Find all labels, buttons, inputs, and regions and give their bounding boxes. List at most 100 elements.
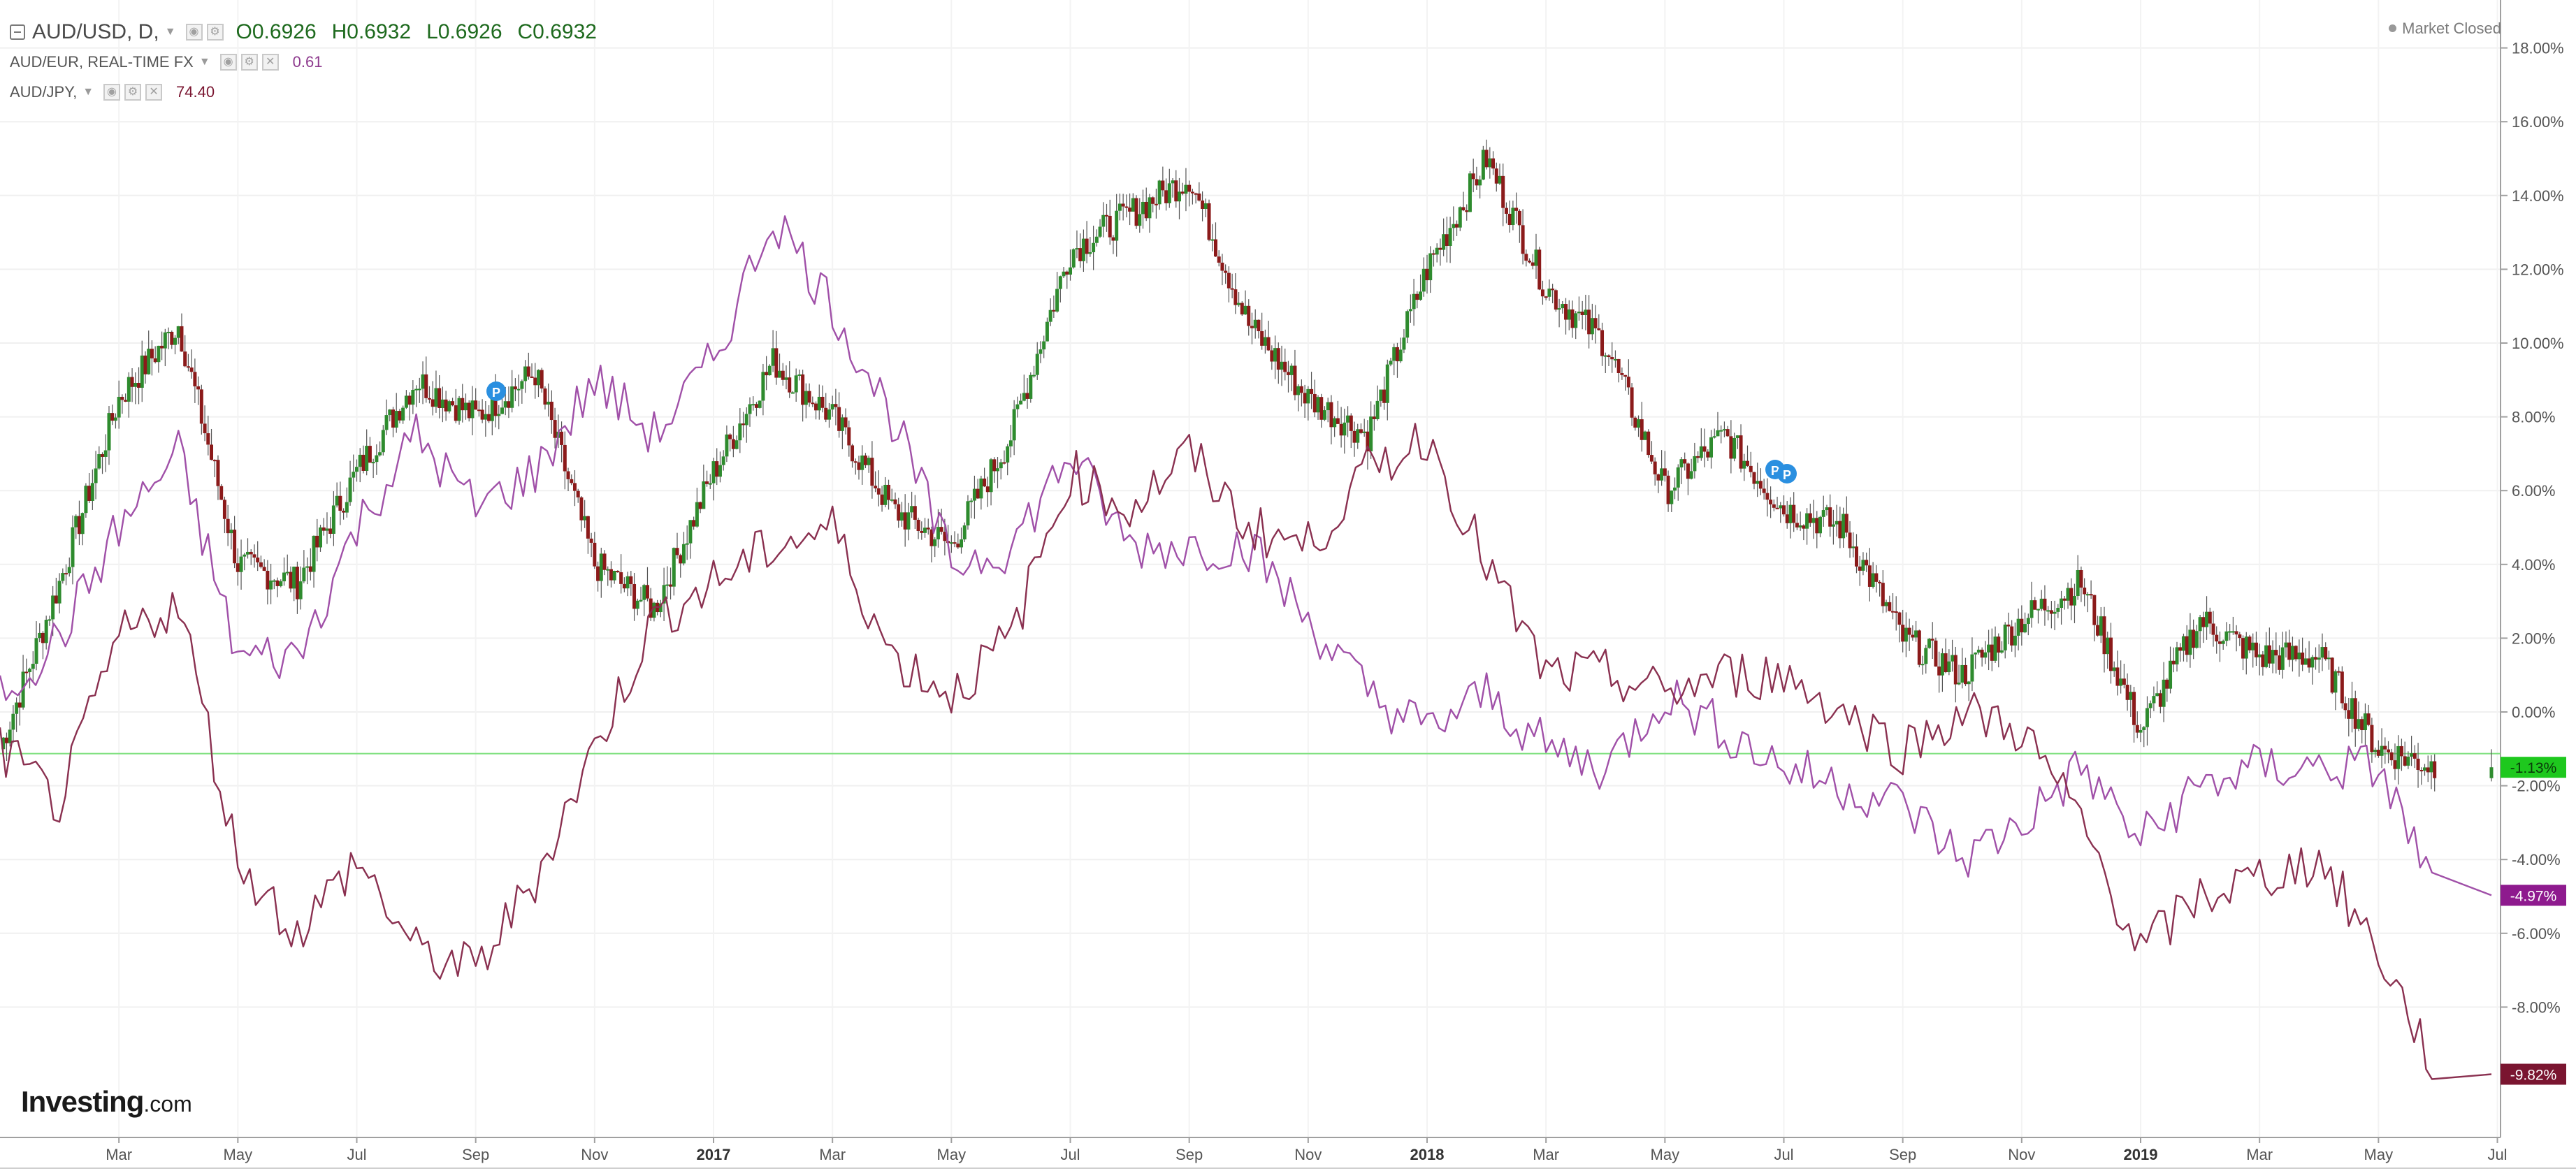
candle-body	[966, 501, 970, 526]
candle-body	[1656, 474, 1660, 481]
candle-body	[1960, 664, 1964, 683]
eye-icon[interactable]: ◉	[103, 83, 121, 101]
candle-body	[1286, 372, 1290, 375]
candle-body	[1299, 386, 1303, 393]
candle-body	[1924, 648, 1928, 664]
candle-body	[249, 551, 253, 555]
candle-body	[728, 434, 732, 439]
candle-body	[1224, 270, 1228, 273]
candle-body	[2416, 758, 2420, 771]
candle-body	[1861, 560, 1865, 571]
candle-body	[1640, 419, 1644, 440]
market-status-text: Market Closed	[2402, 20, 2501, 37]
candle-body	[725, 434, 729, 457]
candle-body	[2053, 611, 2057, 614]
candle-body	[2287, 642, 2292, 660]
candle-body	[1999, 650, 2004, 653]
event-markers[interactable]: P P P	[486, 381, 1797, 483]
candle-body	[929, 529, 934, 546]
close-icon[interactable]: ✕	[261, 53, 279, 71]
candle-body	[1157, 180, 1162, 205]
candle-body	[1976, 649, 1981, 653]
candle-body	[2194, 631, 2199, 648]
candle-body	[1663, 468, 1667, 476]
candle-body	[1019, 400, 1023, 405]
candle-body	[31, 664, 35, 669]
candle-body	[2162, 679, 2166, 707]
candle-body	[1369, 416, 1373, 451]
candle-body	[176, 326, 180, 338]
y-tick-label: 16.00%	[2512, 113, 2564, 131]
candle-body	[1725, 429, 1730, 437]
candle-body	[811, 402, 815, 405]
candle-body	[24, 671, 29, 674]
candle-body	[814, 403, 818, 411]
candle-body	[2314, 657, 2318, 660]
candle-body	[189, 367, 194, 372]
candle-body	[427, 398, 431, 400]
candle-body	[262, 567, 266, 571]
candle-body	[1408, 309, 1412, 312]
legend-main-row[interactable]: AUD/USD, D, ▼ ◉ ⚙ O0.6926 H0.6932 L0.6926 C…	[10, 17, 612, 47]
series-value: 0.61	[292, 52, 323, 71]
candle-body	[1649, 455, 1654, 462]
candle-body	[365, 446, 369, 471]
candle-body	[404, 395, 408, 408]
main-symbol[interactable]: AUD/USD, D,	[32, 20, 159, 43]
candle-body	[2264, 645, 2269, 667]
event-marker-p[interactable]	[486, 381, 506, 401]
gear-icon[interactable]: ⚙	[124, 83, 142, 101]
candle-body	[698, 502, 702, 509]
x-tick-label: Nov	[2008, 1146, 2035, 1163]
legend-series-row[interactable]: AUD/JPY, ▼ ◉ ⚙ ✕ 74.40	[10, 77, 612, 107]
candle-body	[1042, 341, 1046, 350]
candle-body	[2360, 719, 2364, 731]
legend-series-row[interactable]: AUD/EUR, REAL-TIME FX ▼ ◉ ⚙ ✕ 0.61	[10, 47, 612, 77]
time-axis-labels: Mar May Jul Sep Nov 2017 Mar May Jul Sep Nov 2018 Ma…	[106, 1137, 2508, 1163]
candle-body	[1171, 180, 1175, 184]
chevron-down-icon[interactable]: ▼	[164, 25, 176, 38]
candle-body	[1435, 247, 1439, 255]
chevron-down-icon[interactable]: ▼	[198, 55, 210, 68]
gear-icon[interactable]: ⚙	[206, 23, 224, 41]
candle-body	[186, 366, 190, 368]
candle-body	[1785, 514, 1789, 523]
candle-body	[378, 452, 382, 456]
candle-body	[1052, 310, 1056, 312]
candle-body	[279, 581, 283, 586]
candle-body	[493, 391, 498, 416]
candle-body	[874, 486, 878, 488]
event-marker-p[interactable]	[1777, 464, 1797, 483]
candle-body	[1828, 507, 1832, 527]
candle-body	[510, 386, 514, 408]
eye-icon[interactable]: ◉	[185, 23, 203, 41]
eye-icon[interactable]: ◉	[219, 53, 237, 71]
candle-body	[2102, 616, 2106, 655]
candle-body	[1881, 583, 1885, 606]
candle-body	[2079, 569, 2083, 588]
candle-body	[1792, 504, 1796, 523]
candle-body	[470, 400, 475, 419]
candle-body	[1263, 337, 1267, 346]
candle-body	[1854, 546, 1858, 567]
candle-body	[1461, 207, 1466, 211]
close-icon[interactable]: ✕	[145, 83, 163, 101]
candle-body	[1008, 440, 1013, 446]
candle-body	[2085, 594, 2090, 596]
candle-body	[589, 538, 593, 543]
candle-body	[1134, 198, 1138, 226]
candle-body	[170, 331, 174, 345]
candle-body	[113, 417, 117, 421]
candle-body	[2278, 655, 2282, 670]
candle-body	[576, 490, 580, 497]
gear-icon[interactable]: ⚙	[240, 53, 258, 71]
series-symbol[interactable]: AUD/EUR, REAL-TIME FX	[10, 52, 194, 71]
collapse-legend-icon[interactable]	[10, 24, 25, 40]
series-symbol[interactable]: AUD/JPY,	[10, 82, 78, 101]
candle-body	[1871, 573, 1875, 587]
candle-body	[1897, 612, 1902, 625]
candle-body	[2076, 569, 2080, 597]
chevron-down-icon[interactable]: ▼	[82, 85, 94, 98]
candle-body	[1346, 415, 1350, 423]
